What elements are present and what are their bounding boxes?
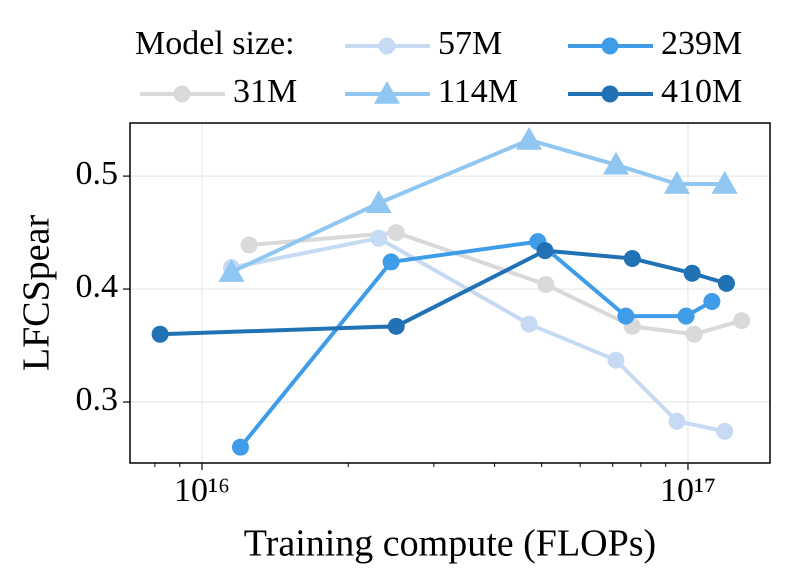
- plot-frame: [129, 122, 771, 464]
- data-point: [365, 190, 392, 213]
- data-point: [716, 422, 734, 440]
- legend-label: 410M: [661, 73, 742, 110]
- data-point: [663, 170, 690, 194]
- legend-marker: [378, 37, 396, 55]
- x-tick-label: 10¹⁶: [174, 472, 230, 509]
- data-point: [520, 315, 538, 333]
- y-tick-label: 0.4: [76, 268, 119, 305]
- data-point: [668, 412, 686, 430]
- data-point: [711, 170, 738, 194]
- data-point: [382, 253, 400, 271]
- series-line: [230, 137, 725, 274]
- data-point: [607, 351, 625, 369]
- data-point: [703, 292, 721, 310]
- data-point: [387, 317, 405, 335]
- y-axis-label: LFCSpear: [16, 215, 58, 372]
- data-point: [218, 259, 245, 282]
- legend-marker: [601, 37, 619, 55]
- y-tick-label: 0.3: [76, 381, 119, 418]
- data-point: [717, 274, 735, 292]
- data-point: [387, 224, 405, 242]
- data-point: [683, 264, 701, 282]
- legend-marker: [173, 85, 191, 103]
- x-tick-label: 10¹⁷: [660, 472, 716, 509]
- data-point: [537, 276, 555, 294]
- data-point: [677, 307, 695, 325]
- y-tick-label: 0.5: [76, 155, 119, 192]
- legend-marker: [601, 85, 619, 103]
- legend-marker: [374, 81, 400, 104]
- data-point: [240, 236, 258, 254]
- data-point: [685, 325, 703, 343]
- data-point: [602, 151, 629, 175]
- legend-label: 239M: [661, 25, 742, 62]
- data-point: [733, 312, 751, 330]
- x-axis-label: Training compute (FLOPs): [244, 523, 656, 565]
- data-point: [151, 325, 169, 343]
- data-point: [231, 438, 249, 456]
- data-point: [536, 242, 554, 260]
- legend-label: 114M: [438, 73, 518, 110]
- legend-title: Model size:: [135, 25, 295, 62]
- data-point: [623, 250, 641, 268]
- data-point: [617, 307, 635, 325]
- data-point: [516, 126, 543, 150]
- data-point: [370, 229, 388, 247]
- legend-label: 31M: [233, 73, 297, 110]
- legend-label: 57M: [438, 25, 502, 62]
